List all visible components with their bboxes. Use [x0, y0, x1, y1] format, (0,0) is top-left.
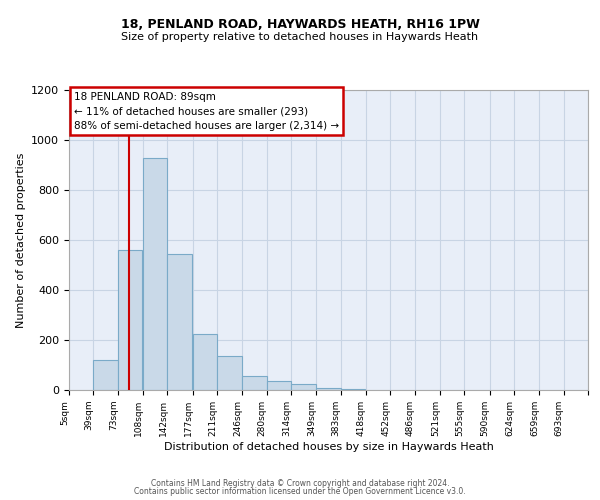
Bar — [316, 388, 341, 390]
Bar — [242, 376, 266, 390]
Text: 18, PENLAND ROAD, HAYWARDS HEATH, RH16 1PW: 18, PENLAND ROAD, HAYWARDS HEATH, RH16 1… — [121, 18, 479, 30]
Bar — [167, 254, 192, 390]
Text: 18 PENLAND ROAD: 89sqm
← 11% of detached houses are smaller (293)
88% of semi-de: 18 PENLAND ROAD: 89sqm ← 11% of detached… — [74, 92, 340, 131]
Bar — [341, 389, 365, 390]
Bar — [217, 356, 242, 390]
Bar — [118, 250, 142, 390]
Text: Contains HM Land Registry data © Crown copyright and database right 2024.: Contains HM Land Registry data © Crown c… — [151, 478, 449, 488]
Bar — [291, 384, 316, 390]
Bar — [193, 334, 217, 390]
Bar — [94, 360, 118, 390]
Bar — [143, 158, 167, 390]
Text: Size of property relative to detached houses in Haywards Heath: Size of property relative to detached ho… — [121, 32, 479, 42]
Bar — [266, 381, 291, 390]
Text: Contains public sector information licensed under the Open Government Licence v3: Contains public sector information licen… — [134, 487, 466, 496]
Y-axis label: Number of detached properties: Number of detached properties — [16, 152, 26, 328]
X-axis label: Distribution of detached houses by size in Haywards Heath: Distribution of detached houses by size … — [164, 442, 493, 452]
